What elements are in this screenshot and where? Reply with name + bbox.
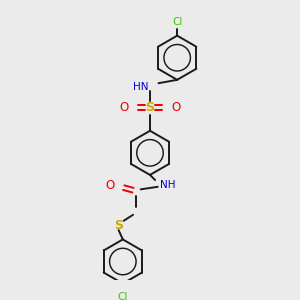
Text: HN: HN bbox=[133, 82, 148, 92]
Text: S: S bbox=[114, 218, 123, 232]
Text: O: O bbox=[119, 101, 128, 114]
Text: S: S bbox=[146, 101, 154, 114]
Text: NH: NH bbox=[160, 180, 176, 190]
Text: Cl: Cl bbox=[118, 292, 128, 300]
Text: Cl: Cl bbox=[172, 17, 182, 27]
Text: O: O bbox=[172, 101, 181, 114]
Text: O: O bbox=[106, 178, 115, 192]
